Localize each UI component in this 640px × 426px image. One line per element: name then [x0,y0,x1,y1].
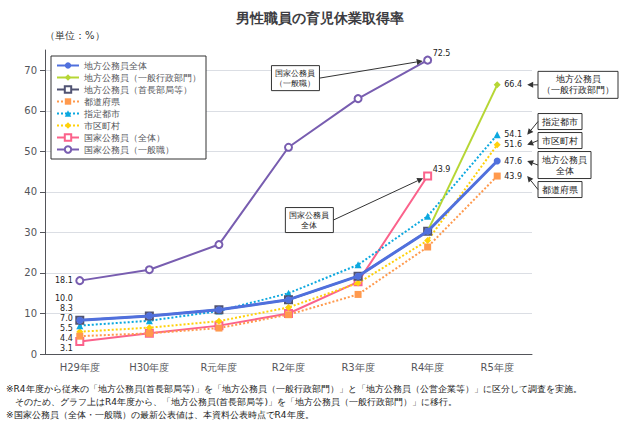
svg-text:地方公務員: 地方公務員 [555,74,601,84]
svg-text:R元年度: R元年度 [200,362,237,373]
svg-text:10.0: 10.0 [55,294,73,303]
svg-text:（一般職）: （一般職） [275,79,315,88]
svg-text:指定都市: 指定都市 [83,109,120,119]
svg-text:10: 10 [24,308,37,319]
svg-text:60: 60 [24,105,37,116]
svg-text:国家公務員（一般職）: 国家公務員（一般職） [84,145,174,155]
svg-text:7.0: 7.0 [60,314,73,323]
svg-text:（単位：%）: （単位：%） [45,30,105,41]
svg-text:地方公務員（一般行政部門）: 地方公務員（一般行政部門） [83,73,201,83]
svg-text:市区町村: 市区町村 [84,121,120,131]
svg-text:地方公務員（首長部局等）: 地方公務員（首長部局等） [83,85,192,95]
svg-text:H29年度: H29年度 [60,362,100,373]
svg-text:市区町村: 市区町村 [542,136,578,146]
svg-text:70: 70 [24,65,37,76]
svg-text:国家公務員: 国家公務員 [275,69,315,78]
svg-text:43.9: 43.9 [433,165,451,174]
svg-text:都道府県: 都道府県 [84,97,120,107]
svg-text:8.3: 8.3 [60,304,73,313]
svg-text:0: 0 [31,349,37,360]
svg-text:72.5: 72.5 [433,49,451,58]
svg-text:R3年度: R3年度 [341,362,374,373]
svg-text:R2年度: R2年度 [272,362,305,373]
svg-text:そのため、グラフ上はR4年度から、「地方公務員(首長部局等): そのため、グラフ上はR4年度から、「地方公務員(首長部局等)」を「地方公務員（一… [6,397,457,407]
svg-text:51.6: 51.6 [504,140,522,149]
svg-text:R5年度: R5年度 [481,362,514,373]
svg-text:H30年度: H30年度 [129,362,169,373]
svg-text:R4年度: R4年度 [411,362,444,373]
svg-text:国家公務員（全体）: 国家公務員（全体） [84,133,165,143]
svg-text:20: 20 [24,267,37,278]
svg-text:※国家公務員（全体・一般職）の最新公表値は、本資料公表時点で: ※国家公務員（全体・一般職）の最新公表値は、本資料公表時点でR4年度。 [6,410,314,420]
svg-text:男性職員の育児休業取得率: 男性職員の育児休業取得率 [235,10,404,26]
svg-text:43.9: 43.9 [504,172,522,181]
svg-text:54.1: 54.1 [504,130,522,139]
svg-text:5.5: 5.5 [60,324,73,333]
svg-text:50: 50 [24,146,37,157]
svg-text:40: 40 [24,186,37,197]
svg-text:全体: 全体 [301,221,317,230]
svg-text:18.1: 18.1 [55,276,73,285]
svg-text:66.4: 66.4 [504,80,522,89]
svg-text:※R4年度から従来の「地方公務員(首長部局等)」を「地方公務: ※R4年度から従来の「地方公務員(首長部局等)」を「地方公務員（一般行政部門）」… [6,384,582,394]
svg-text:4.4: 4.4 [60,334,73,343]
svg-text:地方公務員全体: 地方公務員全体 [83,61,147,71]
svg-text:全体: 全体 [556,166,574,176]
svg-text:30: 30 [24,227,37,238]
svg-text:地方公務員: 地方公務員 [541,155,587,165]
svg-text:都道府県: 都道府県 [542,185,578,195]
svg-text:国家公務員: 国家公務員 [289,211,329,220]
svg-text:指定都市: 指定都市 [541,117,578,127]
svg-text:47.6: 47.6 [504,157,522,166]
svg-text:3.1: 3.1 [60,344,73,353]
svg-text:（一般行政部門）: （一般行政部門） [542,85,614,95]
